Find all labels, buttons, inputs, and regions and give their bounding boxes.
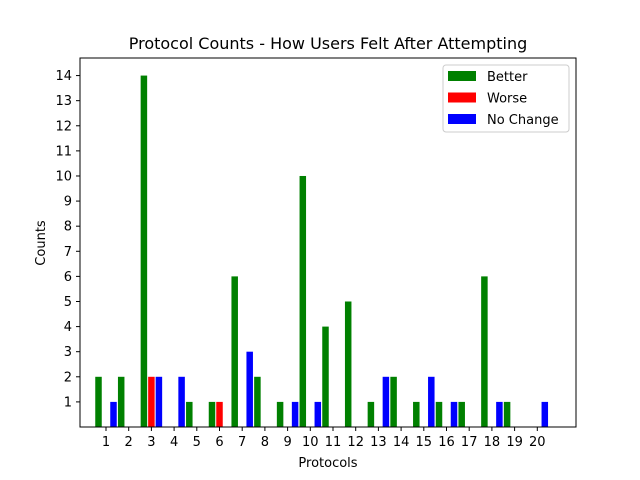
bar-better-6 (208, 401, 216, 427)
chart-title: Protocol Counts - How Users Felt After A… (129, 34, 528, 53)
y-tick-label: 14 (55, 69, 72, 84)
x-tick-label: 7 (238, 435, 246, 450)
legend-swatch-worse (448, 92, 476, 103)
bar-no-change-4 (178, 376, 185, 427)
legend: Better Worse No Change (442, 64, 570, 133)
bar-no-change-13 (382, 376, 390, 427)
y-tick-label: 8 (64, 220, 72, 235)
x-tick-label: 5 (193, 435, 201, 450)
bar-better-16 (435, 401, 443, 427)
bar-better-10 (299, 175, 307, 427)
x-tick-label: 2 (125, 435, 133, 450)
x-tick-label: 15 (416, 435, 433, 450)
bar-better-18 (481, 276, 488, 427)
bar-no-change-9 (291, 401, 299, 427)
bar-worse-3 (148, 376, 155, 427)
bar-no-change-16 (450, 401, 458, 427)
x-tick-label: 20 (529, 435, 546, 450)
bar-better-2 (117, 376, 125, 427)
bar-better-12 (344, 301, 352, 427)
bar-better-11 (322, 326, 329, 427)
bar-better-3 (140, 75, 148, 428)
x-tick-label: 18 (484, 435, 501, 450)
bar-no-change-1 (110, 401, 117, 427)
x-tick-label: 9 (283, 435, 291, 450)
bar-no-change-20 (541, 401, 549, 427)
y-tick-label: 13 (55, 94, 72, 109)
bar-better-14 (390, 376, 397, 427)
y-tick-label: 5 (64, 295, 72, 310)
bar-better-7 (231, 276, 238, 427)
y-tick-label: 12 (55, 119, 72, 134)
y-tick-label: 9 (64, 195, 72, 210)
bar-better-19 (503, 401, 511, 427)
x-tick-label: 8 (261, 435, 269, 450)
x-tick-label: 6 (215, 435, 223, 450)
bar-better-13 (367, 401, 375, 427)
bars-group (95, 75, 549, 428)
y-tick-label: 3 (64, 345, 72, 360)
x-tick-label: 13 (370, 435, 387, 450)
x-tick-label: 14 (393, 435, 410, 450)
bar-better-8 (254, 376, 261, 427)
y-tick-label: 11 (55, 144, 72, 159)
x-tick-label: 11 (325, 435, 342, 450)
y-tick-label: 1 (64, 395, 72, 410)
legend-label: No Change (487, 113, 559, 128)
bar-worse-6 (216, 401, 223, 427)
x-tick-label: 4 (170, 435, 178, 450)
x-tick-label: 19 (506, 435, 523, 450)
legend-swatch-better (448, 71, 476, 81)
legend-swatch-no-change (448, 114, 476, 124)
x-tick-label: 10 (302, 435, 319, 450)
bar-better-9 (276, 401, 284, 427)
y-tick-label: 4 (64, 320, 72, 335)
bar-no-change-7 (246, 351, 253, 427)
x-tick-label: 3 (147, 435, 155, 450)
y-tick-label: 2 (64, 370, 72, 385)
plot-frame (79, 57, 577, 428)
legend-label: Better (487, 70, 528, 85)
x-tick-label: 16 (438, 435, 455, 450)
bar-better-17 (458, 401, 465, 427)
x-tick-label: 17 (461, 435, 478, 450)
x-tick-label: 1 (102, 435, 110, 450)
bar-no-change-15 (428, 376, 435, 427)
x-axis-ticks: 1 2 3 4 5 6 7 8 9 10 11 12 13 14 15 16 17 18 19 20 (102, 427, 546, 450)
bar-no-change-10 (314, 401, 322, 427)
bar-better-15 (413, 401, 420, 427)
legend-label: Worse (487, 92, 527, 107)
bar-better-5 (186, 401, 193, 427)
bar-better-1 (95, 376, 102, 427)
y-tick-label: 6 (64, 270, 72, 285)
bar-no-change-3 (155, 376, 163, 427)
x-axis-label: Protocols (298, 456, 357, 471)
y-tick-label: 7 (64, 245, 72, 260)
y-axis-label: Counts (34, 220, 49, 266)
bar-no-change-18 (496, 401, 503, 427)
y-tick-label: 10 (55, 169, 72, 184)
x-tick-label: 12 (347, 435, 364, 450)
